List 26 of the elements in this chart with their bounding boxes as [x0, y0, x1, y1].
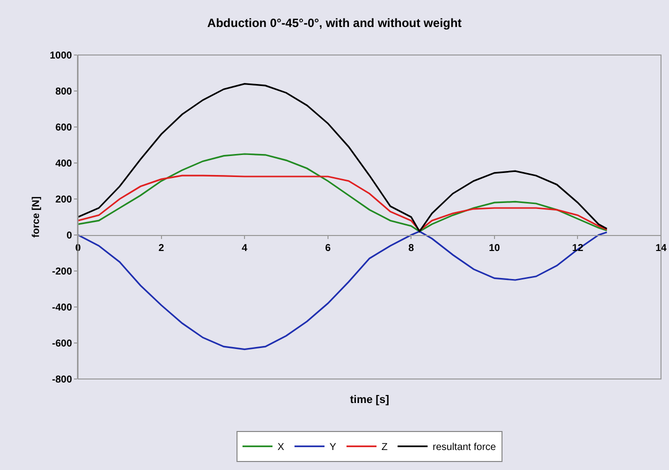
x-tick-label: 14 [655, 243, 667, 254]
y-tick-label: -400 [52, 302, 72, 314]
y-tick-label: 200 [55, 194, 72, 206]
x-tick-label: 2 [158, 243, 165, 254]
y-tick-label: 800 [55, 86, 72, 98]
y-tick-label: -200 [52, 266, 72, 278]
line-series [78, 83, 608, 232]
legend-label: Y [330, 442, 336, 454]
y-axis-title: force [N] [30, 196, 42, 238]
chart-title: Abduction 0°-45°-0°, with and without weight [207, 16, 462, 30]
y-tick-label: 400 [55, 158, 72, 170]
y-tick-label: 0 [66, 230, 72, 242]
legend-label: X [278, 442, 284, 454]
legend-label: resultant force [432, 442, 496, 454]
line-series [78, 174, 608, 232]
x-axis-title: time [s] [350, 394, 390, 406]
y-tick-label: 600 [55, 122, 72, 134]
x-tick-label: 10 [488, 243, 500, 254]
x-tick-label: 4 [242, 243, 248, 254]
x-tick-label: 6 [325, 243, 332, 254]
y-tick-label: -800 [52, 374, 72, 386]
y-tick-label: 1000 [50, 50, 72, 62]
legend-label: Z [382, 442, 388, 454]
line-series [78, 153, 608, 232]
x-tick-label: 8 [408, 243, 414, 254]
y-tick-label: -600 [52, 338, 72, 350]
